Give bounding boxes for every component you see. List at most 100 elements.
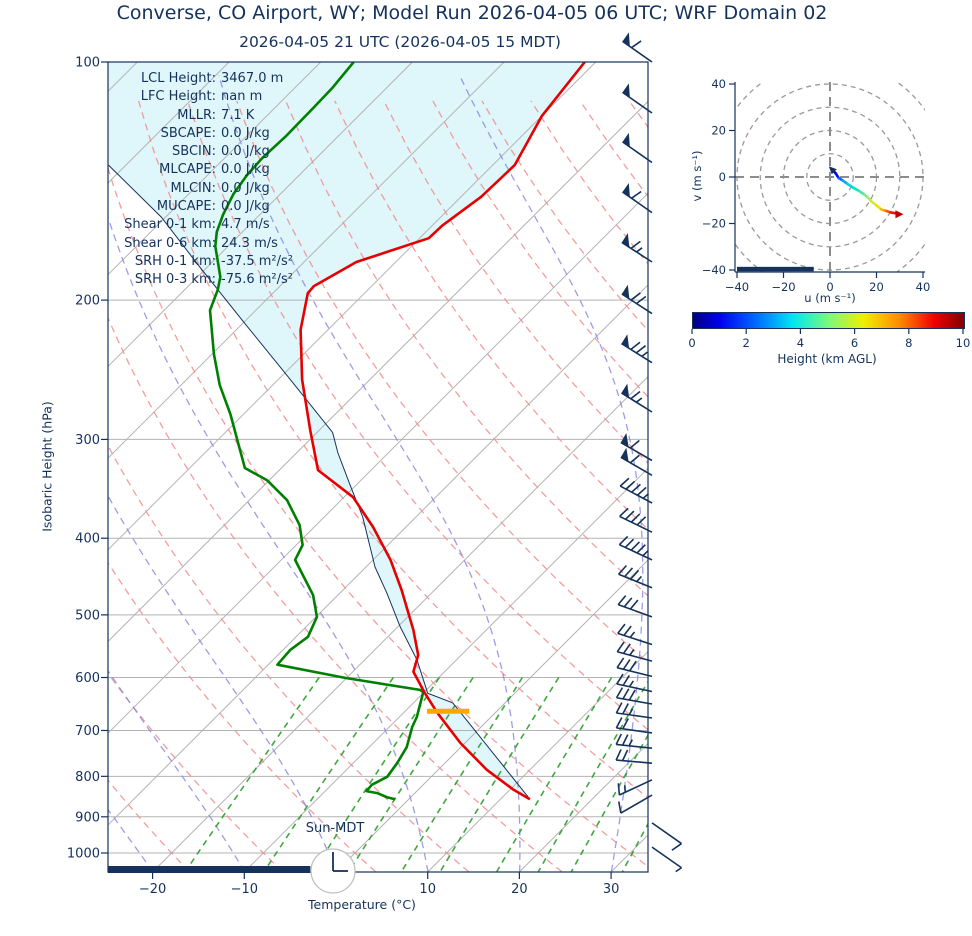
isotherm-line (108, 62, 322, 276)
y-tick-label: 600 (75, 671, 100, 686)
wind-barb (622, 132, 653, 164)
barb-full (616, 641, 625, 653)
barb-full (625, 480, 636, 490)
stat-label: Shear 0-1 km: (124, 217, 216, 233)
hodo-y-tick-label: 40 (711, 77, 726, 91)
barb-full (621, 734, 629, 746)
wind-barb (622, 182, 653, 214)
barb-staff (651, 822, 682, 845)
stat-label: LCL Height: (140, 71, 216, 86)
chart-element (651, 846, 682, 873)
isotherm-line (108, 284, 648, 826)
barb-staff (619, 779, 653, 796)
stat-row: Shear 0-6 km: 24.3 m/s (118, 235, 293, 253)
isotherm-line (108, 62, 597, 551)
stat-label: Shear 0-6 km: (124, 235, 216, 251)
barb-staff (618, 573, 653, 589)
chart-element (621, 334, 653, 364)
mixing-ratio-line (621, 822, 648, 872)
chart-element (621, 233, 653, 263)
mixing-ratio-line (439, 677, 560, 872)
barb-half (628, 708, 634, 716)
wind-barb (620, 447, 653, 476)
wind-barb (615, 687, 653, 705)
barb-staff (622, 141, 653, 164)
stat-row: LFC Height: nan m (118, 88, 293, 106)
barb-half (628, 739, 634, 747)
hodo-x-tick-label: −20 (771, 280, 795, 294)
wind-barb (617, 623, 653, 646)
wind-barb (615, 702, 653, 719)
barb-full (619, 477, 630, 487)
barb-full (622, 675, 631, 686)
barb-pennant (622, 182, 630, 198)
barb-full (617, 801, 622, 814)
barb-full (635, 345, 647, 354)
stat-row: MLCIN: 0.0 J/kg (118, 180, 293, 198)
surface-bar (108, 866, 311, 873)
dry-adiabat-line (236, 100, 648, 664)
chart-element (622, 182, 653, 214)
barb-pennant (622, 32, 630, 47)
chart-element (615, 717, 653, 734)
mixing-ratio-line (537, 680, 648, 872)
stat-row: SBCIN: 0.0 J/kg (118, 143, 293, 161)
mixing-ratio-line (263, 677, 394, 872)
barb-half (636, 247, 643, 253)
barb-half (635, 397, 643, 403)
isotherm-line (427, 650, 648, 872)
mixing-ratio-line (312, 677, 440, 872)
barb-staff (619, 543, 653, 561)
wind-barb (617, 595, 653, 618)
barb-full (622, 643, 631, 654)
stat-value: 7.1 K (221, 107, 255, 123)
barb-staff (651, 846, 682, 869)
y-tick-label: 100 (75, 56, 100, 71)
barb-staff (617, 632, 653, 646)
barb-staff (617, 603, 653, 618)
y-tick-label: 900 (75, 810, 100, 825)
barb-half (629, 649, 635, 656)
barb-staff (619, 515, 653, 533)
barb-full (616, 673, 624, 685)
barb-half (675, 867, 682, 873)
barb-staff (619, 485, 653, 504)
isotherm-line (108, 100, 648, 643)
barb-full (636, 544, 646, 554)
barb-full (618, 564, 628, 575)
stat-row: MUCAPE: 0.0 J/kg (118, 198, 293, 216)
stat-value: 0.0 J/kg (221, 199, 270, 215)
barb-full (629, 439, 640, 449)
barb-half (629, 631, 636, 638)
wind-barb (621, 334, 653, 364)
barb-full (631, 483, 641, 493)
hodo-x-tick-label: −40 (725, 280, 749, 294)
mixing-ratio-line (400, 677, 524, 872)
hodo-y-tick-label: −20 (702, 217, 726, 231)
dry-adiabat-line (108, 561, 377, 872)
chart-element (620, 432, 653, 462)
chart-element (616, 641, 653, 662)
chart-element (621, 284, 653, 315)
barb-full (615, 749, 622, 761)
hodo-x-tick-label: 20 (869, 280, 884, 294)
barb-full (631, 40, 642, 49)
dry-adiabat-line (108, 165, 648, 868)
chart-element (615, 733, 653, 749)
barb-staff (617, 651, 653, 662)
barb-full (618, 535, 629, 546)
moist-adiabat-line (459, 75, 644, 872)
mixing-ratio-line (496, 677, 613, 872)
y-tick-label: 400 (75, 532, 100, 547)
chart-element (620, 447, 653, 476)
barb-full (636, 295, 647, 305)
barb-pennant (621, 383, 630, 398)
cin-shading (108, 62, 585, 800)
stat-value: -37.5 m²/s² (221, 253, 294, 269)
stat-row: LCL Height: 3467.0 m (118, 70, 293, 88)
chart-element (616, 657, 653, 678)
y-tick-label: 1000 (67, 847, 100, 862)
hodograph-ring (806, 153, 854, 201)
